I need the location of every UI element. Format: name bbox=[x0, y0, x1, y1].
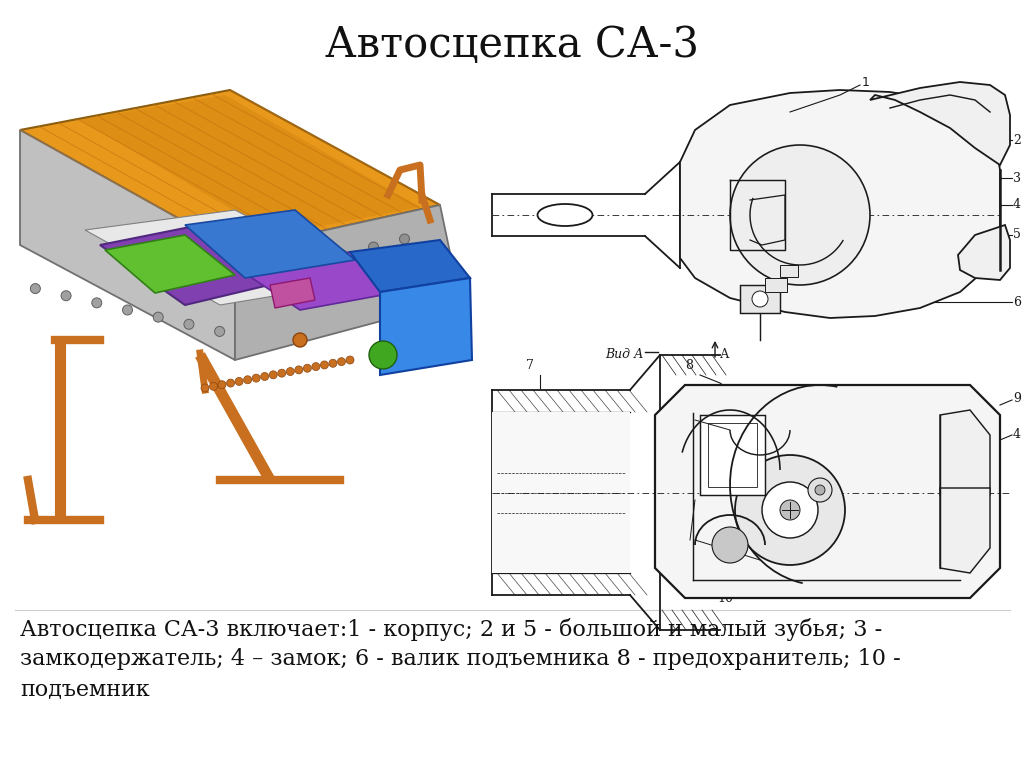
Circle shape bbox=[275, 266, 286, 276]
Circle shape bbox=[269, 370, 278, 379]
Bar bbox=[780, 265, 798, 277]
Circle shape bbox=[712, 527, 748, 563]
Circle shape bbox=[338, 250, 347, 260]
Circle shape bbox=[295, 366, 303, 374]
Circle shape bbox=[278, 369, 286, 377]
Circle shape bbox=[31, 284, 40, 294]
Circle shape bbox=[321, 361, 329, 369]
Circle shape bbox=[201, 384, 209, 392]
Polygon shape bbox=[105, 235, 234, 293]
Polygon shape bbox=[20, 130, 234, 360]
Bar bbox=[765, 278, 787, 292]
Text: 6: 6 bbox=[1013, 295, 1021, 308]
Polygon shape bbox=[80, 95, 420, 235]
Polygon shape bbox=[234, 205, 460, 360]
Polygon shape bbox=[870, 82, 1010, 165]
Circle shape bbox=[338, 357, 345, 366]
Ellipse shape bbox=[538, 204, 593, 226]
Circle shape bbox=[730, 145, 870, 285]
Bar bbox=[708, 423, 757, 487]
Bar bbox=[740, 285, 780, 313]
Circle shape bbox=[61, 291, 71, 301]
Polygon shape bbox=[85, 210, 370, 305]
Circle shape bbox=[346, 356, 354, 364]
Circle shape bbox=[752, 291, 768, 307]
Circle shape bbox=[210, 383, 217, 390]
Circle shape bbox=[815, 485, 825, 495]
Circle shape bbox=[154, 312, 163, 322]
Circle shape bbox=[369, 242, 379, 252]
Circle shape bbox=[215, 327, 224, 337]
Circle shape bbox=[236, 377, 243, 385]
Circle shape bbox=[808, 478, 831, 502]
Polygon shape bbox=[20, 90, 440, 250]
Text: 4: 4 bbox=[1013, 427, 1021, 440]
Circle shape bbox=[252, 374, 260, 382]
Text: А: А bbox=[720, 348, 729, 361]
Text: 2: 2 bbox=[1013, 133, 1021, 146]
Polygon shape bbox=[380, 278, 472, 375]
Polygon shape bbox=[270, 278, 315, 308]
Text: 8: 8 bbox=[685, 359, 693, 372]
Circle shape bbox=[399, 234, 410, 244]
Circle shape bbox=[312, 363, 319, 370]
Circle shape bbox=[735, 455, 845, 565]
Polygon shape bbox=[100, 225, 290, 305]
Text: замкодержатель; 4 – замок; 6 - валик подъемника 8 - предохранитель; 10 -: замкодержатель; 4 – замок; 6 - валик под… bbox=[20, 648, 901, 670]
Circle shape bbox=[293, 333, 307, 347]
Text: 3: 3 bbox=[1013, 172, 1021, 185]
Circle shape bbox=[329, 359, 337, 367]
Polygon shape bbox=[940, 410, 990, 495]
Text: 5: 5 bbox=[1013, 229, 1021, 242]
Text: Вид А: Вид А bbox=[605, 348, 643, 361]
Text: 1: 1 bbox=[862, 77, 869, 90]
Circle shape bbox=[123, 305, 132, 315]
Text: 7: 7 bbox=[526, 359, 534, 372]
Text: 10: 10 bbox=[717, 592, 733, 605]
Circle shape bbox=[369, 341, 397, 369]
Polygon shape bbox=[185, 210, 355, 278]
Polygon shape bbox=[680, 90, 1000, 318]
Bar bbox=[700, 415, 765, 495]
Circle shape bbox=[780, 500, 800, 520]
Text: Автосцепка СА-3 включает:1 - корпус; 2 и 5 - большой и малый зубья; 3 -: Автосцепка СА-3 включает:1 - корпус; 2 и… bbox=[20, 618, 883, 641]
Polygon shape bbox=[350, 240, 470, 292]
Polygon shape bbox=[240, 252, 410, 310]
Text: 3: 3 bbox=[672, 426, 680, 439]
Circle shape bbox=[92, 298, 101, 308]
Circle shape bbox=[226, 379, 234, 387]
Circle shape bbox=[261, 373, 268, 380]
Circle shape bbox=[218, 380, 226, 389]
Text: подъемник: подъемник bbox=[20, 678, 150, 700]
Polygon shape bbox=[655, 385, 1000, 598]
Polygon shape bbox=[958, 225, 1010, 280]
Circle shape bbox=[184, 319, 194, 329]
Polygon shape bbox=[940, 488, 990, 573]
Bar bbox=[492, 412, 630, 573]
Text: 9: 9 bbox=[1013, 393, 1021, 406]
Text: Автосцепка СА-3: Автосцепка СА-3 bbox=[325, 24, 699, 66]
Text: 4: 4 bbox=[1013, 199, 1021, 212]
Circle shape bbox=[287, 367, 294, 376]
Circle shape bbox=[762, 482, 818, 538]
Circle shape bbox=[306, 258, 316, 268]
Circle shape bbox=[244, 376, 252, 384]
Circle shape bbox=[303, 364, 311, 372]
